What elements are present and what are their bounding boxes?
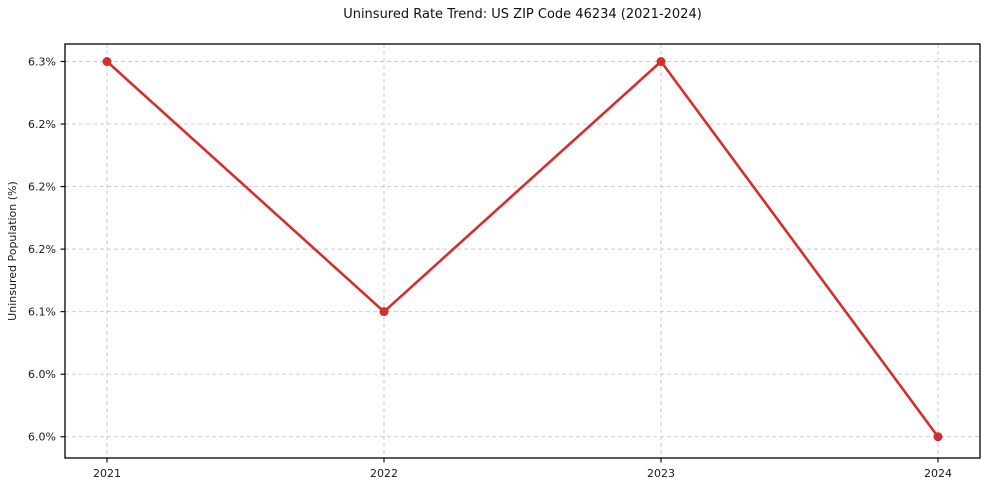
y-tick-label: 6.2% [28, 243, 56, 256]
x-tick-label: 2021 [93, 467, 121, 480]
axes-spines [64, 43, 981, 459]
y-tick-label: 6.1% [28, 306, 56, 319]
x-tick-label: 2024 [924, 467, 952, 480]
y-tick-label: 6.0% [28, 431, 56, 444]
data-point [102, 57, 112, 67]
y-tick-label: 6.2% [28, 181, 56, 194]
data-point [656, 57, 666, 67]
data-point [933, 432, 943, 442]
y-axis-label: Uninsured Population (%) [6, 181, 19, 321]
y-tick-label: 6.0% [28, 368, 56, 381]
y-tick-label: 6.3% [28, 56, 56, 69]
x-tick-label: 2022 [370, 467, 398, 480]
x-tick-label: 2023 [647, 467, 675, 480]
y-tick-label: 6.2% [28, 118, 56, 131]
data-point [379, 307, 389, 317]
chart-title: Uninsured Rate Trend: US ZIP Code 46234 … [343, 7, 702, 22]
trend-line [105, 60, 940, 439]
